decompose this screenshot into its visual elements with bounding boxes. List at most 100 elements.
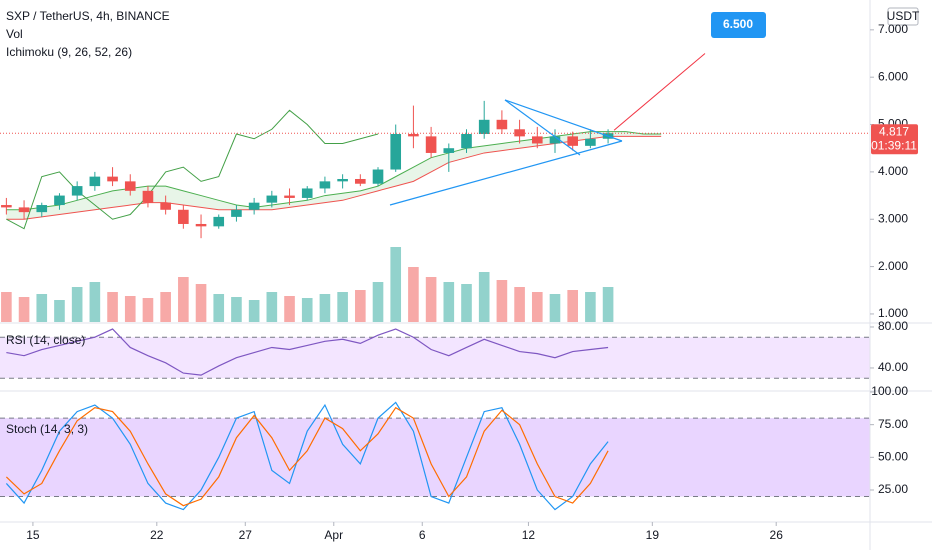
y-tick-label: 25.00 [878,482,908,496]
plot-area [0,100,870,511]
volume-bar [496,280,508,322]
indicator-line [5,406,609,507]
volume-bar [319,294,331,322]
candle-body [372,169,384,184]
volume-bar [89,282,101,322]
target-box [711,12,766,38]
candle-body [284,195,295,198]
volume-bar [372,282,384,322]
candle-body [585,138,596,146]
volume-bar [443,282,455,322]
volume-bar [408,267,419,322]
candle-body [266,195,278,203]
x-tick-label: Apr [324,528,343,542]
volume-label: Vol [6,27,23,41]
stoch-title: Stoch (14, 3, 3) [6,422,88,436]
candle-body [160,202,171,210]
candle-body [36,205,48,213]
candle-body [567,136,578,146]
y-tick-label: 80.00 [878,319,908,333]
y-tick-label: 50.00 [878,449,908,463]
volume-bar [178,277,189,322]
volume-bar [355,290,366,322]
volume-bar [107,292,118,322]
candle-body [443,148,455,153]
currency-box[interactable] [887,7,919,26]
indicator-line [6,328,609,376]
candle-body [549,136,561,144]
y-tick-label: 7.000 [878,22,908,36]
y-tick-label: 3.000 [878,211,908,225]
x-tick-label: 12 [522,528,536,542]
volume-bar [231,297,242,322]
chart-title: SXP / TetherUS, 4h, BINANCE [6,9,170,23]
band-fill [0,337,870,379]
candle-body [124,181,136,191]
candle-body [231,209,242,217]
volume-bar [36,294,48,322]
trend-line [504,99,581,156]
volume-bar [585,292,596,322]
indicator-line [5,401,609,511]
y-tick-label: 1.000 [878,306,908,320]
x-tick-label: 15 [26,528,40,542]
y-tick-label: 2.000 [878,259,908,273]
volume-bar [266,292,278,322]
x-tick-label: 27 [239,528,253,542]
volume-bar [531,292,543,322]
candle-body [107,176,118,182]
y-tick-label: 75.00 [878,417,908,431]
volume-bar [195,284,207,322]
volume-bar [301,298,313,322]
candle-body [319,181,331,189]
volume-bar [514,287,525,322]
ichimoku-line [6,135,662,220]
volume-bar [337,292,348,322]
candle-body [71,186,83,196]
volume-bar [1,292,12,322]
candle-body [142,190,154,203]
y-tick-label: 100.00 [871,384,908,398]
volume-bar [461,284,472,322]
candle-body [355,178,366,184]
volume-bar [390,247,402,322]
candle-body [461,134,472,149]
cloud-fill [6,131,662,220]
candle-body [213,216,225,227]
candle-body [496,119,508,130]
trend-line [504,99,623,142]
candle-body [178,209,189,224]
trend-line [389,140,623,206]
ichimoku-line [6,109,379,230]
volume-bar [284,296,295,322]
price-label-box [871,124,918,155]
volume-bar [160,292,171,322]
candle-body [1,205,12,208]
volume-bar [248,300,260,322]
x-tick-label: 26 [770,528,784,542]
price-label: 4.817 [879,124,909,138]
candle-body [248,202,260,210]
volume-bar [71,287,83,322]
volume-bar [18,297,30,322]
x-tick-label: 19 [646,528,660,542]
candle-body [301,188,313,198]
candle-body [408,134,419,137]
candle-body [425,136,437,153]
candle-body [390,134,402,170]
x-tick-label: 22 [150,528,164,542]
volume-bar [567,290,578,322]
countdown: 01:39:11 [871,138,917,152]
volume-bar [213,294,225,322]
volume-bar [142,298,154,322]
rsi-title: RSI (14, close) [6,333,85,347]
indicator-label: Ichimoku (9, 26, 52, 26) [6,45,132,59]
x-tick-label: 6 [419,528,426,542]
target-label: 6.500 [723,17,753,31]
volume-bar [602,287,614,322]
target-arrow [613,53,706,131]
candle-body [18,207,30,213]
candle-body [195,223,207,227]
volume-bar [549,294,561,322]
